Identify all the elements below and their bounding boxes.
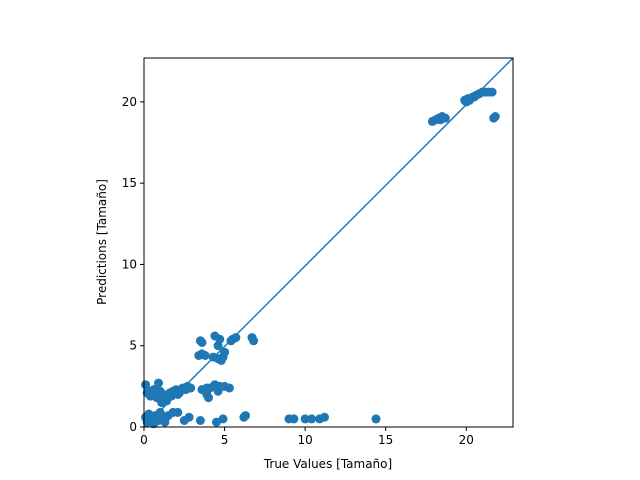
- data-point: [142, 388, 152, 398]
- y-tick-label: 0: [129, 420, 137, 434]
- data-point: [218, 414, 228, 424]
- axes-layer: 0 5 10 15 20 0 5 10 15 20: [122, 57, 514, 447]
- plot-frame: [143, 57, 514, 428]
- y-tick-label: 5: [129, 339, 137, 353]
- x-axis-label: True Values [Tamaño]: [263, 457, 392, 471]
- data-point: [320, 412, 329, 422]
- y-tick-label: 15: [122, 176, 137, 190]
- reference-line-layer: [143, 57, 514, 428]
- data-point: [202, 390, 212, 399]
- data-point: [154, 378, 163, 388]
- data-point: [224, 383, 234, 393]
- data-point: [200, 351, 210, 360]
- data-point: [181, 385, 191, 395]
- data-point: [490, 112, 500, 121]
- data-point: [436, 115, 445, 125]
- data-point: [213, 386, 223, 396]
- data-point: [184, 412, 194, 422]
- x-tick-label: 15: [378, 433, 393, 447]
- x-tick-label: 0: [140, 433, 148, 447]
- data-point: [241, 411, 250, 421]
- y-axis-label: Predictions [Tamaño]: [95, 179, 109, 305]
- data-point: [149, 419, 159, 429]
- data-point: [195, 416, 205, 425]
- data-point: [249, 336, 259, 346]
- x-tick-label: 10: [297, 433, 312, 447]
- data-point: [469, 92, 479, 102]
- data-point: [173, 390, 183, 399]
- data-point: [213, 354, 223, 364]
- y-tick-label: 10: [122, 257, 137, 271]
- data-point: [160, 417, 170, 427]
- reference-line: [143, 57, 514, 428]
- data-point: [155, 407, 165, 417]
- x-tick-label: 20: [459, 433, 474, 447]
- data-point: [300, 414, 310, 424]
- data-points-layer: [141, 87, 500, 429]
- x-tick-label: 5: [221, 433, 229, 447]
- data-point: [487, 87, 497, 97]
- data-point: [371, 414, 381, 424]
- y-tick-label: 20: [122, 95, 137, 109]
- data-point: [307, 414, 317, 424]
- data-point: [197, 338, 207, 347]
- data-point: [173, 407, 183, 417]
- data-point: [213, 341, 223, 351]
- data-point: [228, 334, 238, 344]
- data-point: [289, 414, 299, 424]
